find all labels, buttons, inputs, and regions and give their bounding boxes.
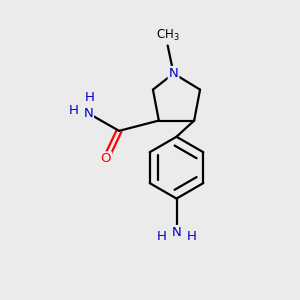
Text: H: H	[157, 230, 167, 243]
Text: N: N	[169, 67, 178, 80]
Text: N: N	[172, 226, 182, 239]
Text: CH$_3$: CH$_3$	[156, 27, 179, 43]
Text: O: O	[100, 152, 111, 165]
Text: H: H	[186, 230, 196, 243]
Text: H: H	[85, 92, 94, 104]
Text: H: H	[68, 104, 78, 117]
Text: N: N	[83, 107, 93, 120]
